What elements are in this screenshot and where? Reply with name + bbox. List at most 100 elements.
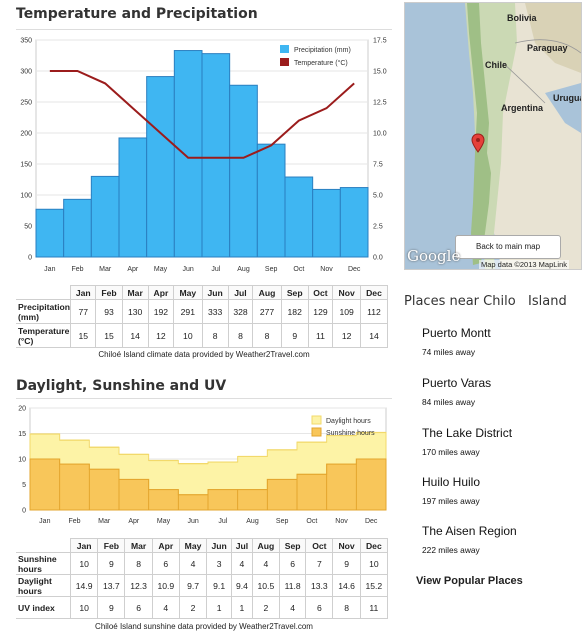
table-cell: 109 [332,299,361,324]
place-item[interactable]: Huilo Huilo 197 miles away [422,474,480,506]
x-tick-label: Dec [365,518,378,525]
place-link[interactable]: The Lake District [422,426,513,440]
month-header: Sep [278,538,307,553]
precipitation-bar [173,50,203,258]
month-header: May [178,538,208,553]
y-tick-label: 0 [22,508,26,515]
month-header: Nov [332,285,361,300]
table-row: Temperature (°C) 15 15 14 12 10 8 8 8 9 11 12 14 [16,323,389,348]
precipitation-bar [284,176,314,258]
table-cell: 14 [121,323,149,348]
table-cell: 8 [227,323,254,348]
y-tick-label: 10 [18,457,26,464]
map-marker-icon[interactable] [471,133,485,153]
table-cell: 8 [332,596,361,619]
x-tick-label: Apr [127,266,139,273]
table-cell: 130 [121,299,149,324]
table-corner [16,285,72,300]
y2-tick-label: 2.5 [373,224,383,231]
table-cell: 8 [252,323,282,348]
month-header: Jul [227,285,254,300]
table-cell: 12.3 [124,574,153,597]
place-item[interactable]: The Aisen Region 222 miles away [422,523,517,555]
legend-swatch-temperature [280,58,289,66]
table-cell: 12 [332,323,361,348]
table-cell: 6 [151,552,180,575]
month-header: Jun [206,538,233,553]
title-divider [16,29,392,30]
table-cell: 2 [251,596,280,619]
month-header: Oct [305,538,334,553]
row-label: UV index [16,596,71,619]
month-header: Nov [332,538,361,553]
place-link[interactable]: Puerto Varas [422,376,492,390]
x-tick-label: Sep [276,518,289,525]
month-header: May [173,285,203,300]
x-tick-label: Jun [183,266,194,273]
table-cell: 1 [231,596,253,619]
place-distance: 222 miles away [422,545,480,555]
month-header: Feb [95,285,123,300]
climate-credit: Chiloé Island climate data provided by W… [98,350,310,359]
legend-swatch-sunshine [311,427,322,437]
table-cell: 192 [147,299,175,324]
row-label: Temperature (°C) [16,323,72,348]
table-cell: 9 [332,552,361,575]
table-cell: 93 [95,299,123,324]
place-distance: 170 miles away [422,447,480,457]
temperature-precipitation-chart: 0 0.0 50 2.5 100 5.0 150 7.5 200 10.0 250 12.5 300 15… [20,38,387,274]
table-cell: 10 [69,596,99,619]
month-header: Aug [251,538,280,553]
table-cell: 3 [206,552,233,575]
month-header: Dec [359,285,389,300]
month-header: Mar [121,285,149,300]
table-corner [16,538,71,553]
precipitation-bar [118,137,148,258]
table-cell: 14.9 [69,574,99,597]
place-link[interactable]: Puerto Montt [422,326,491,340]
x-tick-label: Jul [211,266,220,273]
map-terrain [465,3,581,269]
place-item[interactable]: The Lake District 170 miles away [422,425,512,457]
month-header: Apr [151,538,180,553]
table-cell: 112 [359,299,389,324]
y-tick-label: 350 [20,38,32,45]
table-cell: 11 [307,323,334,348]
y2-tick-label: 10.0 [373,131,387,138]
table-cell: 4 [151,596,180,619]
place-link[interactable]: Huilo Huilo [422,475,481,489]
precipitation-bar [146,76,175,258]
table-cell: 11 [359,596,389,619]
place-item[interactable]: Puerto Varas 84 miles away [422,375,491,407]
table-cell: 9.7 [178,574,208,597]
table-cell: 4 [278,596,307,619]
table-row: Sunshine hours 10 9 8 6 4 3 4 4 6 7 9 10 [16,552,389,575]
y-tick-label: 200 [20,131,32,138]
y-tick-label: 5 [22,482,26,489]
x-tick-label: Sep [265,266,278,273]
y2-tick-label: 17.5 [373,38,387,45]
y-tick-label: 15 [18,431,26,438]
place-link[interactable]: The Aisen Region [422,524,517,538]
x-tick-label: Oct [293,266,304,273]
x-tick-label: Mar [99,266,112,273]
table-cell: 328 [227,299,254,324]
table-cell: 9.1 [206,574,233,597]
view-popular-places-link[interactable]: View Popular Places [416,575,523,587]
month-header: Oct [307,285,334,300]
location-map[interactable]: Bolivia Paraguay Chile Uruguay Argentina… [404,2,582,270]
precipitation-bar [312,188,341,258]
place-item[interactable]: Puerto Montt 74 miles away [422,325,491,357]
map-attribution: Map data ©2013 MapLink [479,260,569,269]
sun-section-title: Daylight, Sunshine and UV [16,378,227,394]
precipitation-bar [90,175,120,258]
x-tick-label: Feb [68,518,80,525]
climate-table: Jan Feb Mar Apr May Jun Jul Aug Sep Oct Nov Dec Pre… [16,285,389,348]
x-tick-label: Aug [237,266,250,273]
month-header: Mar [124,538,153,553]
back-to-main-map-button[interactable]: Back to main map [455,235,561,259]
y-tick-label: 150 [20,162,32,169]
legend-label-daylight: Daylight hours [326,418,371,425]
x-tick-label: May [154,266,168,273]
map-label-uruguay: Uruguay [553,93,581,103]
